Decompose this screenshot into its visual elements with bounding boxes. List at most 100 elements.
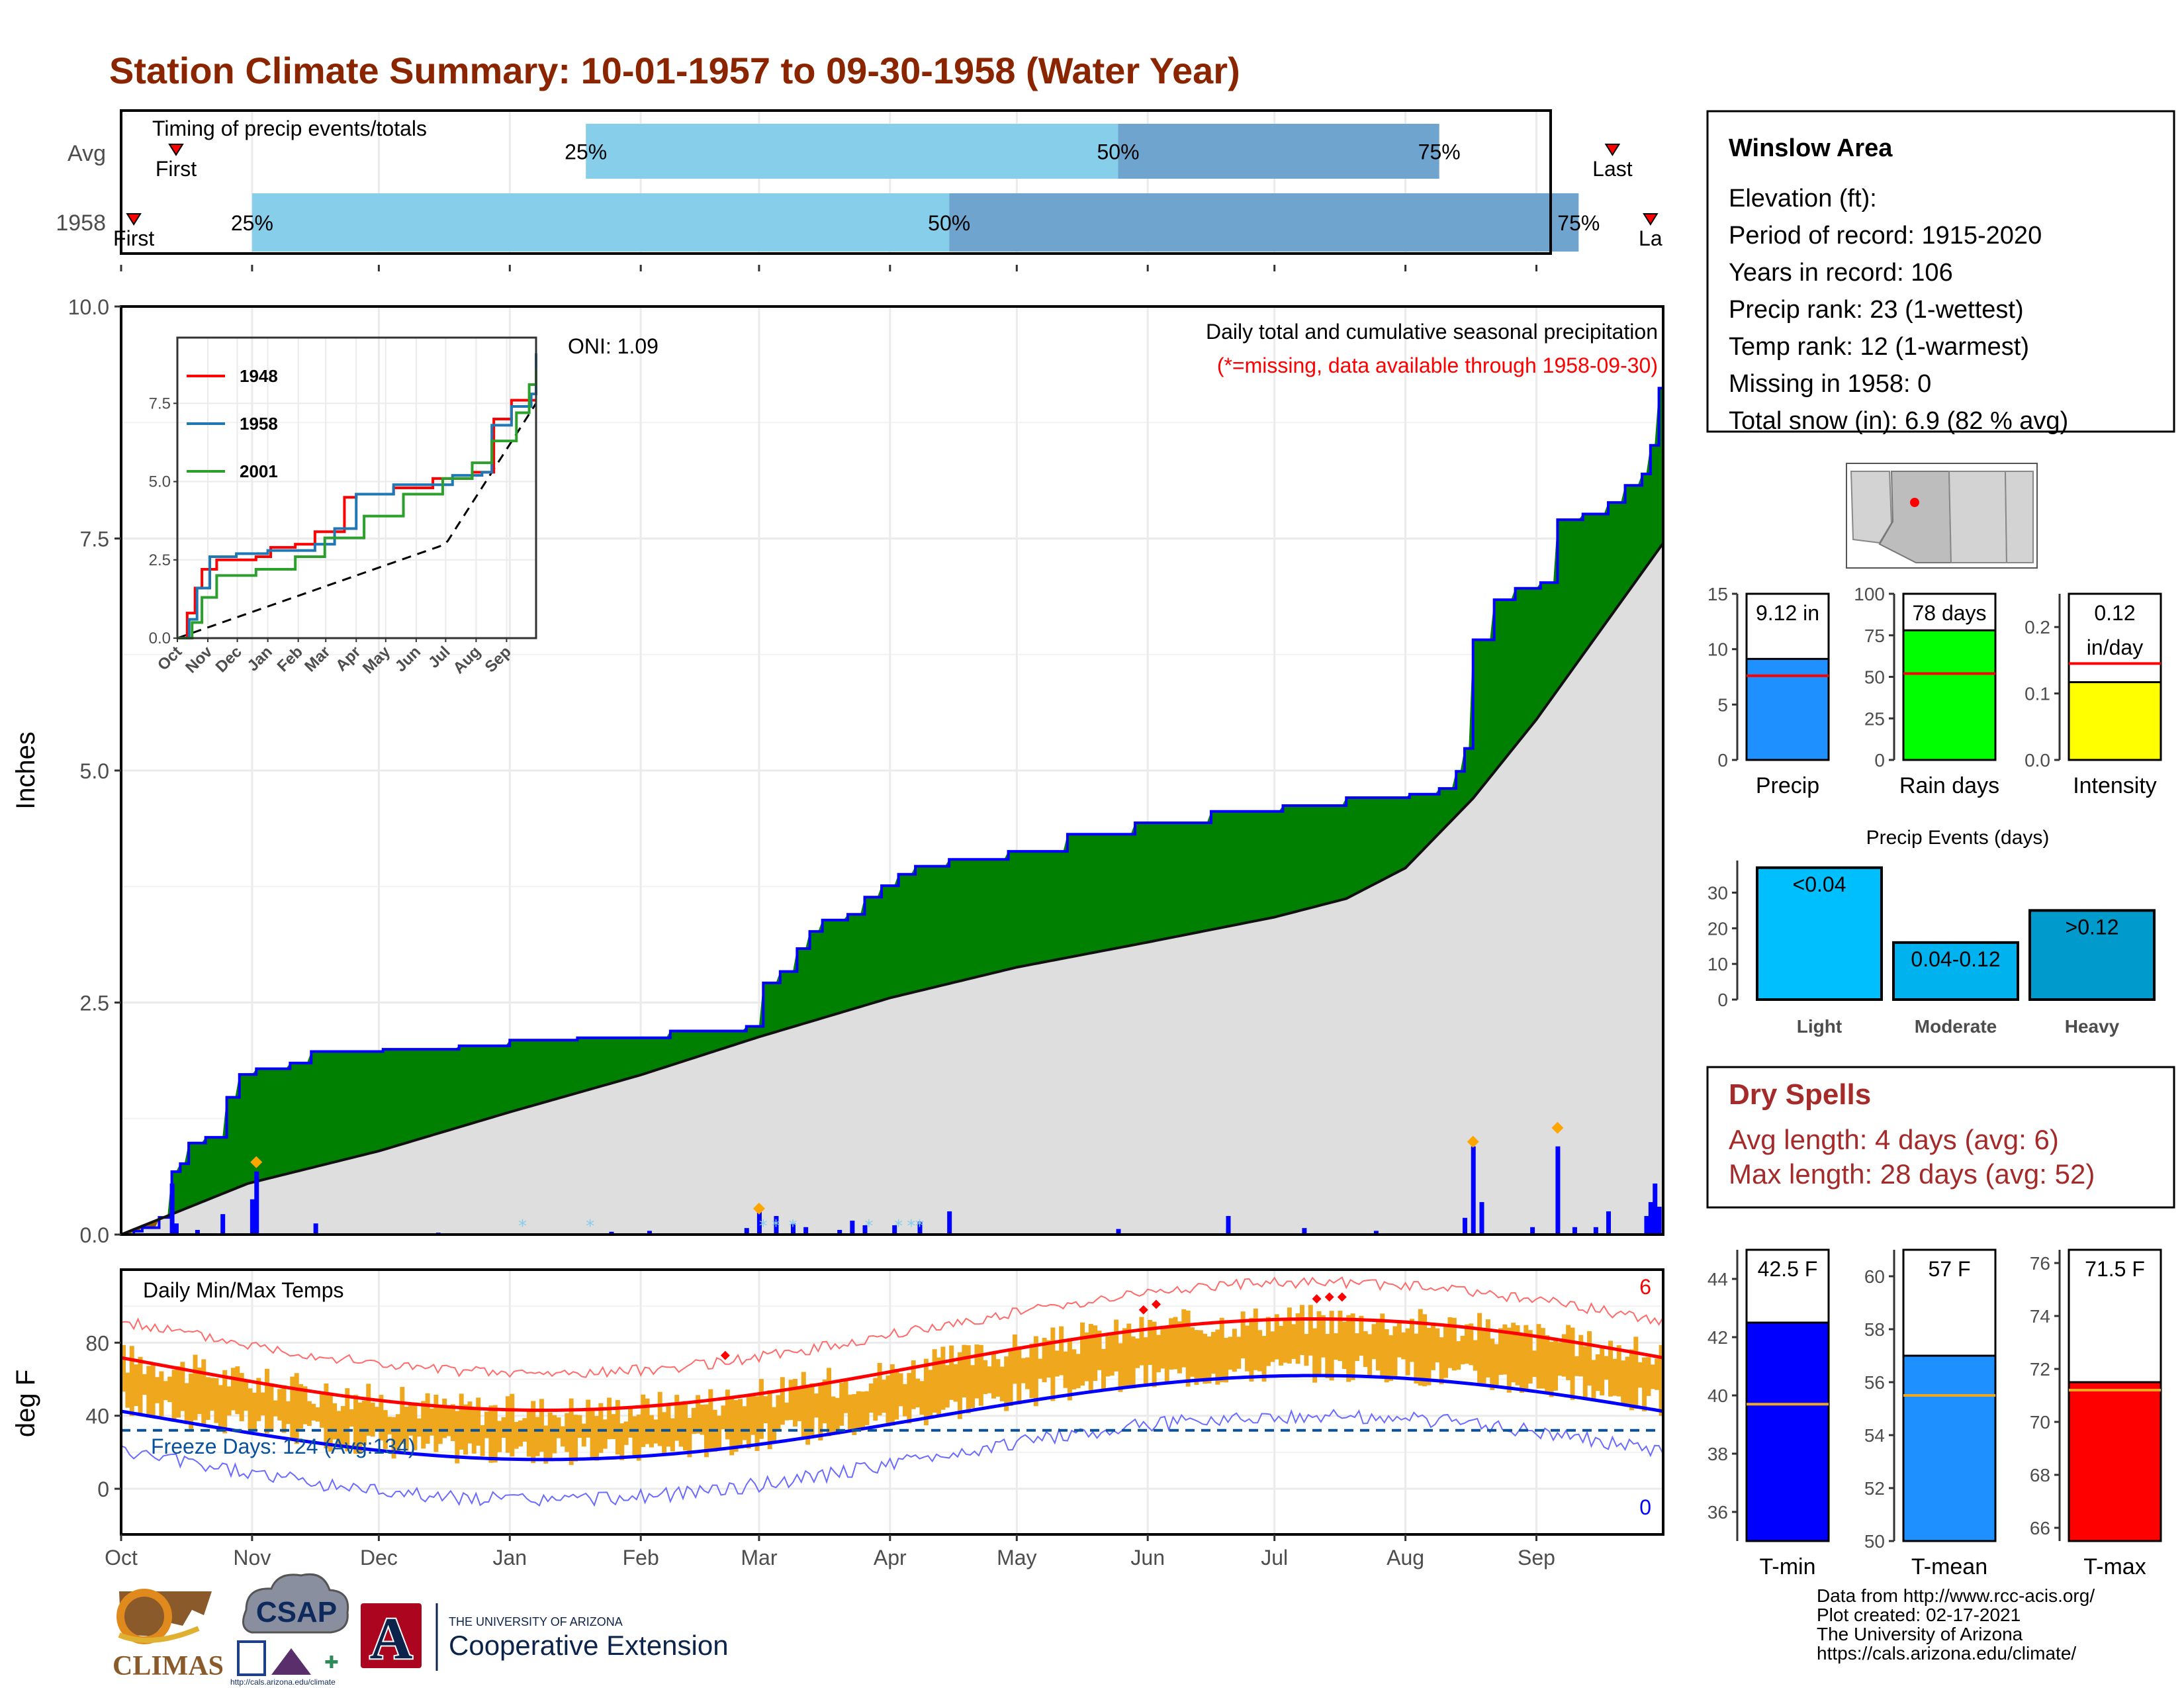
daily-temp-range-bar — [1274, 1314, 1279, 1360]
daily-temp-range-bar — [696, 1395, 701, 1434]
daily-temp-range-bar — [678, 1404, 684, 1447]
daily-temp-range-bar — [966, 1345, 971, 1414]
daily-precip-bar — [803, 1227, 809, 1235]
daily-temp-range-bar — [662, 1412, 667, 1454]
precip-ylabel: Inches — [11, 731, 40, 810]
daily-temp-range-bar — [822, 1379, 827, 1424]
daily-temp-range-bar — [970, 1365, 976, 1409]
daily-temp-range-bar — [729, 1398, 735, 1456]
inset-series-line-1958 — [177, 353, 537, 639]
temp-xtick-label: Sep — [1518, 1546, 1555, 1570]
locator-map — [1846, 463, 2038, 569]
freeze-days-label: Freeze Days: 124 (Avg:134) — [151, 1434, 416, 1458]
daily-temp-range-bar — [751, 1393, 756, 1435]
daily-temp-range-bar — [1190, 1327, 1195, 1377]
summary-ytick-label: 15 — [1707, 584, 1728, 604]
daily-temp-range-bar — [1042, 1338, 1047, 1383]
daily-temp-range-bar — [416, 1418, 422, 1437]
daily-temp-range-bar — [324, 1383, 329, 1448]
daily-temp-range-bar — [1126, 1323, 1132, 1386]
daily-temp-range-bar — [1498, 1328, 1504, 1375]
temp-summary-value-label: 42.5 F — [1758, 1257, 1818, 1281]
daily-temp-range-bar — [1173, 1317, 1178, 1370]
timing-pct-label: 50% — [928, 211, 970, 235]
daily-precip-bar — [1657, 1206, 1662, 1235]
heavy-precip-marker-icon — [752, 1202, 765, 1215]
daily-temp-range-bar — [708, 1389, 713, 1450]
inset-xtick-label: Apr — [332, 643, 364, 675]
daily-temp-range-bar — [586, 1399, 591, 1438]
daily-temp-range-bar — [129, 1346, 134, 1416]
daily-temp-range-bar — [277, 1389, 283, 1421]
daily-temp-range-bar — [1477, 1313, 1482, 1383]
daily-temp-range-bar — [1536, 1324, 1541, 1389]
record-low-count: 0 — [1639, 1495, 1651, 1519]
daily-temp-range-bar — [674, 1395, 680, 1441]
daily-temp-range-bar — [1414, 1333, 1419, 1383]
daily-temp-range-bar — [311, 1403, 316, 1421]
inset-xtick-label: May — [359, 643, 394, 678]
summary-ytick-label: 100 — [1854, 584, 1885, 604]
temp-summary-ytick-label: 56 — [1864, 1372, 1885, 1393]
map-state-ca — [1850, 471, 1893, 544]
daily-temp-range-bar — [1012, 1334, 1017, 1384]
summary-bar-value — [1745, 657, 1830, 761]
daily-temp-range-bar — [738, 1399, 743, 1447]
daily-temp-range-bar — [1265, 1317, 1271, 1366]
precip-panel: * * * * * * * * * 0.02.55.07.510.0 Inches ONI: 1… — [11, 265, 1664, 1247]
above-average-area — [121, 388, 1663, 1235]
daily-temp-range-bar — [125, 1372, 130, 1408]
csap-logo-mountain — [271, 1648, 311, 1675]
csap-logo-url: http://cals.arizona.edu/climate — [230, 1677, 336, 1687]
precip-events-title: Precip Events (days) — [1866, 827, 2050, 849]
daily-temp-range-bar — [383, 1410, 388, 1450]
inset-xtick-label: Mar — [301, 643, 334, 675]
daily-temp-range-bar — [1021, 1358, 1026, 1383]
daily-temp-range-bar — [294, 1373, 299, 1444]
daily-temp-range-bar — [1253, 1308, 1258, 1370]
daily-temp-range-bar — [919, 1381, 925, 1415]
daily-temp-range-bar — [902, 1383, 907, 1417]
avg-min-temp-line — [120, 1374, 1664, 1462]
daily-temp-range-bar — [1549, 1341, 1554, 1397]
precip-ytick-label: 7.5 — [80, 528, 109, 551]
events-bar-label: >0.12 — [2066, 915, 2119, 939]
daily-temp-range-bar — [1561, 1334, 1567, 1377]
daily-temp-range-bar — [1130, 1336, 1136, 1389]
events-ytick-label: 30 — [1707, 882, 1728, 903]
daily-temp-range-bar — [518, 1420, 523, 1447]
daily-temp-range-bar — [1392, 1326, 1398, 1379]
daily-temp-range-bar — [1291, 1324, 1297, 1359]
timing-row-label-avg: Avg — [68, 141, 106, 166]
daily-temp-range-bar — [843, 1381, 848, 1413]
daily-precip-bar — [947, 1211, 952, 1235]
precip-ytick-label: 10.0 — [68, 295, 109, 319]
daily-temp-range-bar — [569, 1398, 574, 1466]
temp-ytick-label: 0 — [97, 1477, 109, 1501]
temp-summary-bar-value — [1902, 1354, 1997, 1542]
summary-bar-value-label: 9.12 in — [1756, 601, 1819, 625]
daily-temp-range-bar — [1451, 1317, 1457, 1371]
timing-bar-q50-q75 — [1118, 124, 1439, 179]
daily-temp-range-bar — [332, 1403, 338, 1440]
heavy-precip-marker-icon — [1467, 1135, 1479, 1148]
daily-temp-range-bar — [889, 1364, 895, 1426]
temp-xtick-label: Apr — [874, 1546, 907, 1570]
daily-temp-range-bar — [1338, 1310, 1343, 1362]
timing-pct-label: 25% — [565, 140, 607, 164]
daily-temp-range-bar — [430, 1408, 434, 1436]
daily-temp-range-bar — [868, 1383, 874, 1413]
daily-temp-range-bar — [1527, 1330, 1533, 1384]
temp-summary-ytick-label: 68 — [2030, 1465, 2050, 1485]
daily-temp-range-bar — [1401, 1332, 1406, 1360]
daily-temp-range-bar — [1008, 1351, 1013, 1407]
summary-ytick-label: 50 — [1864, 667, 1885, 688]
daily-temp-range-bar — [184, 1383, 189, 1425]
daily-temp-range-bar — [175, 1366, 181, 1418]
inset-xtick-label: Jul — [425, 643, 454, 672]
daily-temp-range-bar — [864, 1391, 870, 1425]
temp-xtick-label: Mar — [741, 1546, 777, 1570]
observed-cumulative-line — [121, 387, 1663, 1236]
daily-temp-range-bar — [725, 1389, 730, 1440]
daily-temp-range-bar — [433, 1394, 439, 1452]
